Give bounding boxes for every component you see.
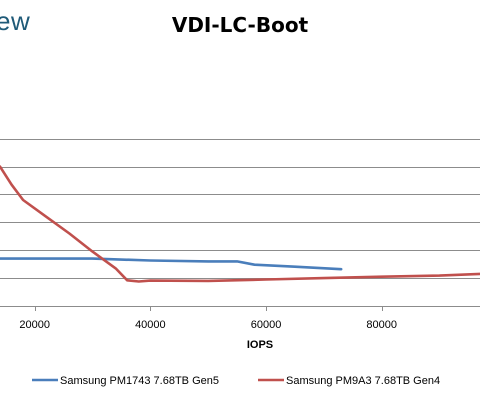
series-line-1 [0,165,480,283]
x-axis-label: IOPS [247,339,273,351]
x-tick-label-0: 20000 [19,319,50,331]
legend-label-0: Samsung PM1743 7.68TB Gen5 [60,375,219,387]
legend-label-1: Samsung PM9A3 7.68TB Gen4 [286,375,440,387]
logo-watermark: ew [0,6,31,36]
chart-title: VDI-LC-Boot [171,13,309,37]
x-tick-label-1: 40000 [135,319,166,331]
series-line-0 [0,257,343,271]
x-tick-label-3: 80000 [366,319,397,331]
x-tick-label-2: 60000 [251,319,282,331]
